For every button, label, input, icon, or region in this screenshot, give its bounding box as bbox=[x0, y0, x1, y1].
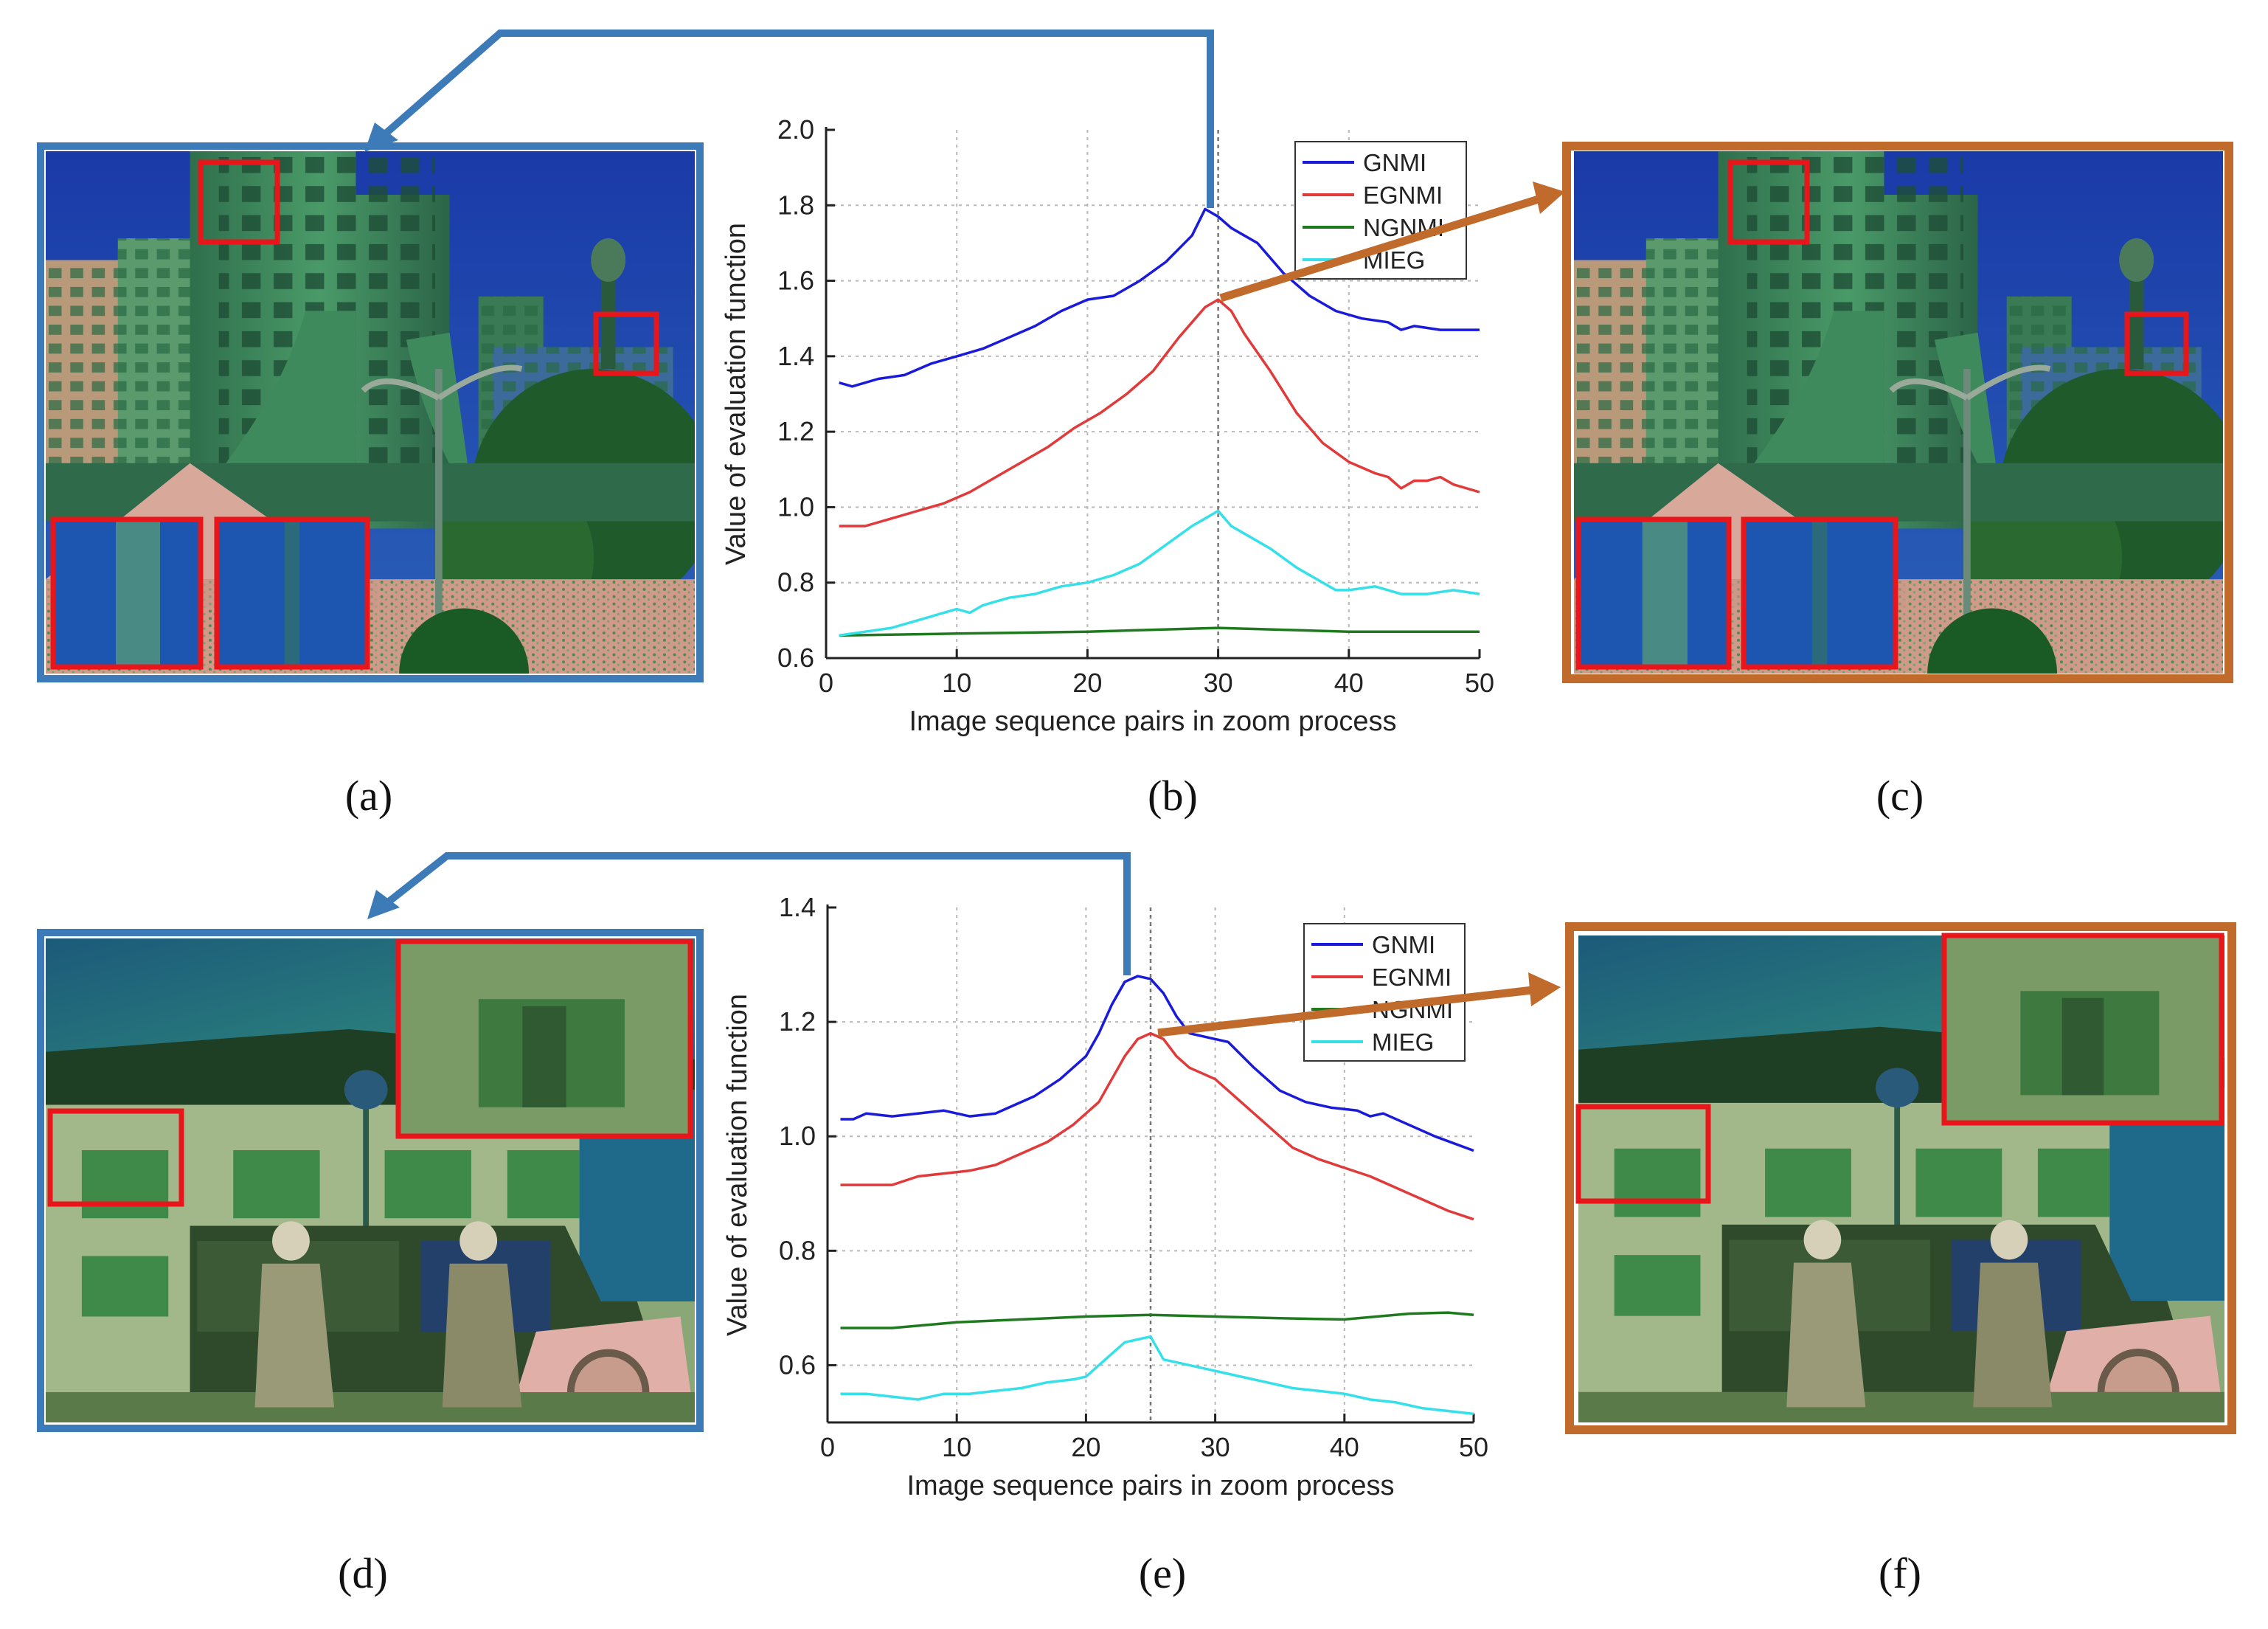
highlight-box bbox=[593, 311, 659, 376]
chart-e: 0 10 20 30 40 50 0.6 0.8 1.0 1.2 1.4 Image sequence… bbox=[722, 892, 1488, 1501]
x-tick-label: 0 bbox=[819, 668, 833, 698]
legend-box bbox=[1303, 923, 1466, 1062]
zoom-inset-frame bbox=[1941, 933, 2224, 1126]
highlight-box bbox=[1727, 159, 1810, 245]
y-tick-label: 1.6 bbox=[777, 266, 814, 296]
x-tick-label: 20 bbox=[1071, 1432, 1100, 1462]
y-tick-label: 0.6 bbox=[777, 643, 814, 673]
zoom-inset-frame bbox=[1741, 516, 1898, 670]
orange-arrowhead-bottom bbox=[1528, 972, 1561, 1006]
series-line-mieg bbox=[840, 1335, 1474, 1416]
zoom-inset bbox=[217, 519, 367, 667]
series-line-mieg bbox=[839, 509, 1480, 637]
legend-entry: GNMI bbox=[1372, 931, 1435, 958]
series-line-ngnmi bbox=[840, 1311, 1474, 1329]
zoom-inset bbox=[398, 941, 690, 1136]
caption-d: (d) bbox=[338, 1549, 388, 1597]
x-axis-label: Image sequence pairs in zoom process bbox=[906, 1470, 1394, 1501]
zoom-inset bbox=[1744, 519, 1896, 667]
caption-e: (e) bbox=[1139, 1549, 1186, 1597]
y-tick-label: 1.0 bbox=[777, 491, 814, 522]
x-tick-label: 50 bbox=[1465, 668, 1494, 698]
x-tick-label: 30 bbox=[1201, 1432, 1230, 1462]
x-tick-label: 10 bbox=[942, 1432, 971, 1462]
connector-arrows bbox=[364, 30, 1565, 1037]
orange-arrow-top bbox=[1219, 195, 1540, 302]
blue-arrowhead-bottom bbox=[367, 890, 400, 919]
highlight-box bbox=[47, 1108, 184, 1207]
x-tick-label: 30 bbox=[1204, 668, 1233, 698]
highlight-box bbox=[198, 159, 280, 245]
panel-f-frame bbox=[1565, 922, 2236, 1434]
blue-arrowhead-top bbox=[364, 122, 398, 152]
panel-c bbox=[1562, 142, 2233, 683]
y-tick-label: 0.8 bbox=[777, 567, 814, 598]
y-tick-label: 2.0 bbox=[777, 114, 814, 145]
zoom-inset bbox=[1578, 519, 1729, 667]
legend-box bbox=[1294, 141, 1467, 280]
zoom-inset bbox=[53, 519, 201, 667]
zoom-inset bbox=[1944, 935, 2222, 1123]
y-tick-label: 1.4 bbox=[777, 341, 814, 371]
x-axis-label: Image sequence pairs in zoom process bbox=[909, 706, 1396, 737]
x-tick-label: 50 bbox=[1459, 1432, 1488, 1462]
y-axis-label: Value of evaluation function bbox=[721, 223, 752, 565]
panel-f bbox=[1565, 922, 2236, 1434]
panel-d bbox=[37, 929, 704, 1432]
caption-a: (a) bbox=[345, 772, 392, 820]
legend-entry: MIEG bbox=[1372, 1028, 1434, 1056]
x-tick-label: 40 bbox=[1334, 668, 1364, 698]
panel-d-frame bbox=[37, 929, 704, 1432]
y-tick-label: 1.0 bbox=[779, 1121, 816, 1151]
caption-b: (b) bbox=[1148, 772, 1198, 820]
y-tick-label: 1.2 bbox=[777, 416, 814, 446]
series-line-egnmi bbox=[840, 1031, 1474, 1221]
y-tick-label: 1.4 bbox=[779, 892, 816, 922]
x-tick-label: 10 bbox=[942, 668, 971, 698]
blue-arrow-bottom bbox=[375, 852, 1131, 975]
y-tick-label: 0.8 bbox=[779, 1235, 816, 1265]
zoom-inset-frame bbox=[50, 516, 204, 670]
highlight-box bbox=[1575, 1104, 1711, 1204]
zoom-inset-frame bbox=[214, 516, 370, 670]
legend-entry: GNMI bbox=[1363, 149, 1426, 176]
y-tick-label: 1.8 bbox=[777, 190, 814, 220]
series-line-egnmi bbox=[839, 298, 1480, 528]
series-line-ngnmi bbox=[839, 626, 1480, 637]
series-line-gnmi bbox=[840, 975, 1474, 1152]
zoom-inset-frame bbox=[1575, 516, 1732, 670]
x-tick-label: 20 bbox=[1072, 668, 1102, 698]
blue-arrow-top bbox=[372, 30, 1214, 208]
x-tick-label: 40 bbox=[1330, 1432, 1359, 1462]
chart-b: 0 10 20 30 40 50 0.6 0.8 1.0 1.2 1.4 1.6 1.8 2.0 Image… bbox=[721, 114, 1494, 737]
caption-c: (c) bbox=[1876, 772, 1924, 820]
x-tick-label: 0 bbox=[820, 1432, 835, 1462]
caption-f: (f) bbox=[1879, 1549, 1921, 1597]
legend-entry: EGNMI bbox=[1372, 964, 1452, 991]
zoom-inset-frame bbox=[395, 938, 693, 1139]
panel-c-frame bbox=[1562, 142, 2233, 683]
orange-arrowhead-top bbox=[1533, 181, 1565, 214]
orange-arrow-bottom bbox=[1157, 986, 1533, 1037]
y-axis-label: Value of evaluation function bbox=[722, 994, 753, 1336]
y-tick-label: 1.2 bbox=[779, 1006, 816, 1037]
highlight-box bbox=[2124, 311, 2189, 376]
series-line-gnmi bbox=[839, 207, 1480, 388]
panel-a bbox=[37, 142, 704, 682]
y-tick-label: 0.6 bbox=[779, 1349, 816, 1380]
legend-entry: EGNMI bbox=[1363, 181, 1443, 209]
